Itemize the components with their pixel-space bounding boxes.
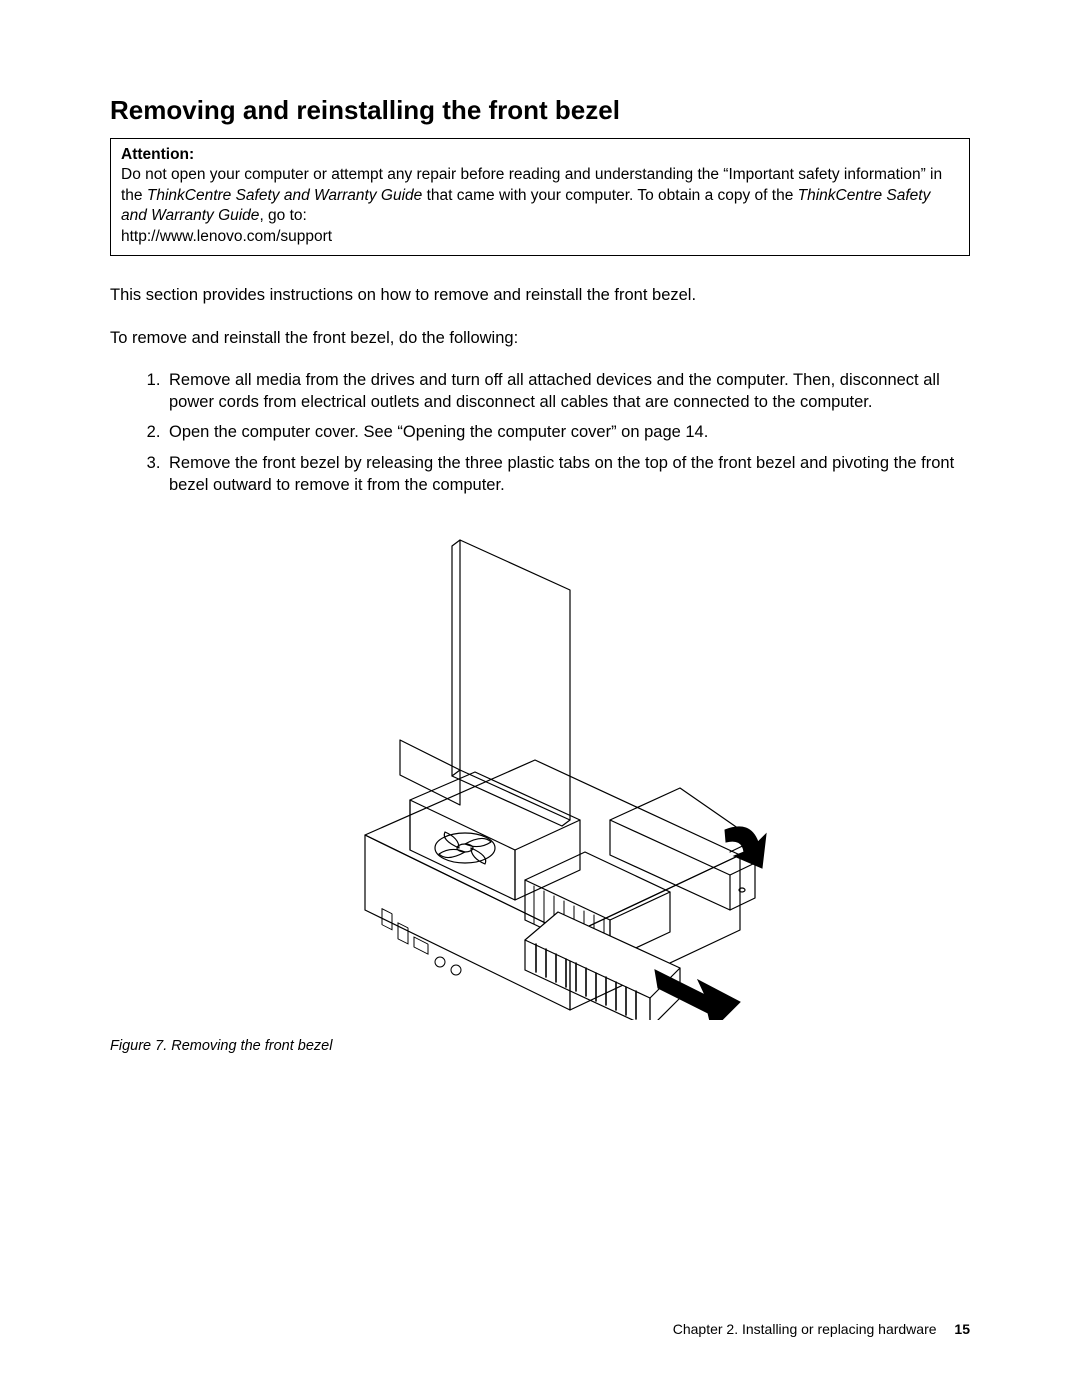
intro-paragraph: This section provides instructions on ho… [110, 284, 970, 306]
attention-label: Attention: [121, 146, 194, 163]
figure-container [110, 520, 970, 1020]
attention-url: http://www.lenovo.com/support [121, 228, 332, 245]
figure-caption: Figure 7. Removing the front bezel [110, 1038, 970, 1054]
attention-box: Attention: Do not open your computer or … [110, 138, 970, 256]
section-title: Removing and reinstalling the front beze… [110, 95, 970, 126]
footer-chapter: Chapter 2. Installing or replacing hardw… [673, 1321, 937, 1337]
front-bezel-diagram [310, 520, 770, 1020]
step-item: Open the computer cover. See “Opening th… [165, 421, 970, 443]
steps-list: Remove all media from the drives and tur… [110, 369, 970, 496]
step-item: Remove all media from the drives and tur… [165, 369, 970, 414]
attention-italic-1: ThinkCentre Safety and Warranty Guide [147, 187, 422, 204]
lead-paragraph: To remove and reinstall the front bezel,… [110, 327, 970, 349]
attention-text-mid: that came with your computer. To obtain … [422, 187, 797, 204]
attention-text-after: , go to: [259, 207, 306, 224]
step-item: Remove the front bezel by releasing the … [165, 452, 970, 497]
footer-page-number: 15 [954, 1321, 970, 1337]
page-footer: Chapter 2. Installing or replacing hardw… [673, 1321, 970, 1337]
